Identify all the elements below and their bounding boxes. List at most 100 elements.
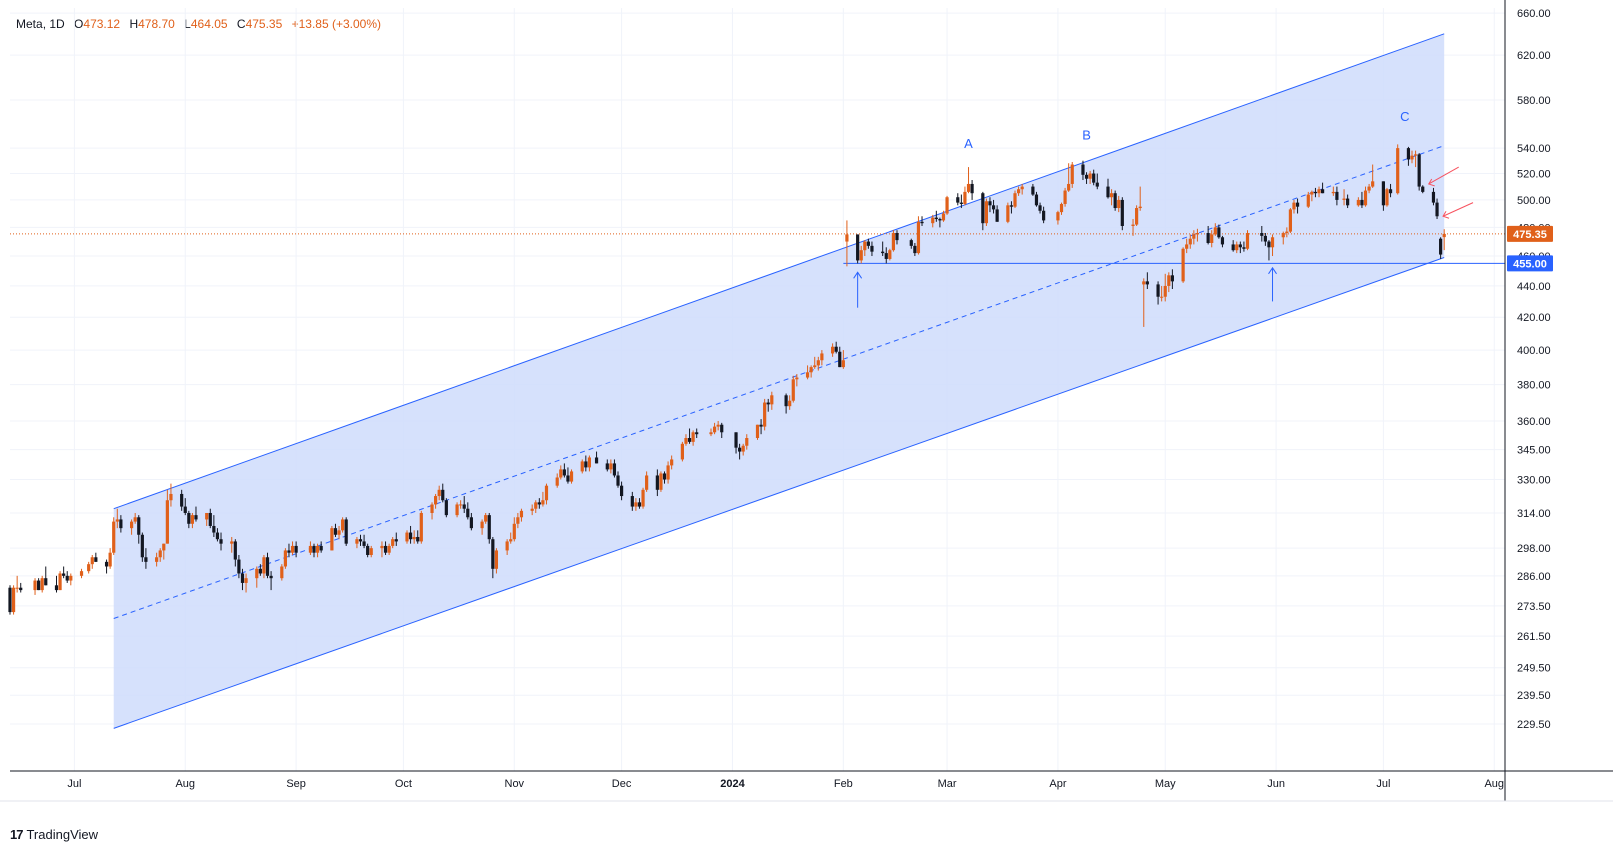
candle-body	[94, 557, 98, 562]
blue-arrow-head	[853, 271, 863, 279]
y-tick-label: 360.00	[1517, 416, 1551, 428]
legend-high-value: 478.70	[138, 17, 175, 31]
candle-body	[512, 523, 516, 540]
candle-body	[1242, 247, 1246, 249]
candle-body	[1220, 237, 1225, 245]
channel-fill	[113, 33, 1445, 729]
candle-body	[1245, 233, 1250, 249]
candle-body	[763, 402, 767, 427]
candle-body	[963, 191, 967, 204]
candle-body	[755, 424, 760, 439]
candle-body	[741, 445, 745, 452]
candle-body	[40, 578, 44, 591]
candle-body	[437, 489, 441, 497]
candle-body	[466, 508, 470, 518]
red-arrow-shaft	[1428, 166, 1459, 185]
candle-body	[791, 379, 795, 401]
candle-body	[130, 521, 134, 529]
candle-body	[434, 496, 438, 505]
candle-body	[863, 241, 867, 251]
candle-body	[959, 202, 963, 204]
x-tick-label: Jun	[1267, 778, 1285, 790]
candles	[8, 144, 1446, 615]
candle-body	[784, 395, 788, 407]
candle-body	[233, 541, 237, 560]
candle-body	[616, 475, 620, 486]
candle-body	[1106, 186, 1110, 198]
y-tick-label: 520.00	[1517, 169, 1551, 181]
candle-body	[712, 426, 717, 433]
candle-body	[1267, 241, 1271, 248]
candle-body	[1371, 181, 1375, 187]
candle-body	[684, 438, 688, 444]
candle-body	[1335, 191, 1339, 200]
regression-channel[interactable]	[113, 33, 1445, 729]
candle-body	[913, 245, 917, 254]
candle-body	[666, 465, 670, 480]
candle-body	[69, 575, 73, 581]
candle-body	[8, 587, 12, 613]
candle-body	[1042, 210, 1046, 221]
y-tick-label: 345.00	[1517, 445, 1551, 457]
x-tick-label: Oct	[395, 778, 412, 790]
legend-interval[interactable]: 1D	[49, 17, 65, 31]
candle-body	[1009, 205, 1014, 207]
candle-body	[995, 209, 999, 222]
candle-body	[720, 424, 724, 433]
candle-body	[1145, 281, 1149, 285]
candle-body	[884, 253, 888, 259]
legend-symbol[interactable]: Meta	[16, 17, 43, 31]
x-tick-label: Apr	[1049, 778, 1066, 790]
candle-body	[162, 543, 166, 551]
candle-body	[584, 461, 588, 468]
candle-body	[695, 432, 699, 435]
candle-body	[1381, 181, 1385, 206]
candle-body	[137, 517, 141, 535]
candle-body	[1181, 248, 1185, 282]
candle-body	[441, 489, 445, 501]
candle-body	[1421, 186, 1425, 192]
candle-body	[505, 541, 509, 551]
candle-body	[208, 512, 212, 526]
candle-body	[58, 573, 62, 591]
legend-change-value: +13.85 (+3.00%)	[291, 17, 382, 31]
candle-body	[738, 447, 742, 452]
candle-body	[419, 512, 423, 542]
candle-body	[1120, 199, 1124, 226]
x-tick-label: Dec	[612, 778, 632, 790]
candle-body	[1142, 281, 1146, 285]
candle-body	[569, 471, 574, 482]
candle-body	[981, 193, 985, 224]
candle-body	[1360, 199, 1364, 206]
candle-body	[1095, 182, 1099, 187]
candle-body	[187, 512, 191, 524]
candle-body	[519, 510, 524, 518]
candle-body	[766, 402, 770, 405]
support-price-badge-bg	[1507, 255, 1553, 272]
candle-body	[37, 580, 41, 591]
candle-body	[1088, 173, 1092, 179]
candle-body	[19, 587, 23, 591]
candle-body	[491, 539, 495, 569]
candle-body	[1210, 234, 1214, 243]
candle-body	[1170, 275, 1174, 282]
candle-body	[1388, 189, 1393, 194]
candle-body	[294, 545, 298, 553]
tradingview-brand[interactable]: 17 TradingView	[10, 827, 98, 842]
candle-body	[1117, 199, 1121, 209]
candle-body	[169, 493, 173, 501]
candle-body	[1442, 233, 1446, 238]
annotations[interactable]: A B C	[853, 109, 1474, 308]
candle-body	[355, 539, 359, 544]
candle-body	[745, 438, 749, 446]
y-tick-label: 239.50	[1517, 690, 1551, 702]
y-tick-label: 380.00	[1517, 380, 1551, 392]
candle-body	[165, 500, 169, 544]
candle-body	[391, 539, 395, 546]
candle-body	[580, 461, 584, 472]
candle-body	[945, 197, 949, 214]
candle-body	[459, 504, 463, 506]
candle-body	[112, 521, 116, 553]
candle-body	[895, 233, 899, 241]
